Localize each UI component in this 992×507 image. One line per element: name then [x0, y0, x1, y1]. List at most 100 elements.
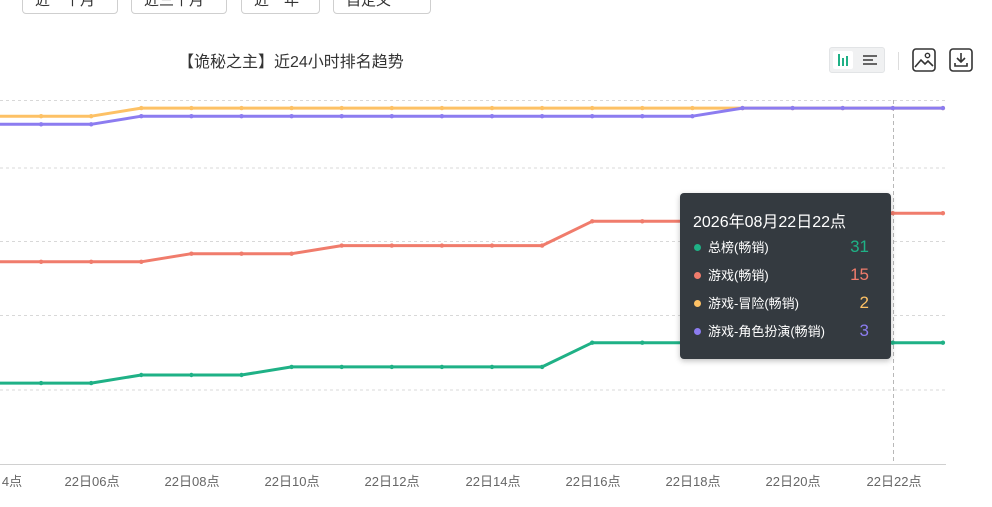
x-tick-label: 22日06点 [65, 474, 120, 489]
series-point [640, 340, 645, 345]
toolbar-divider [898, 52, 899, 70]
series-point [539, 114, 545, 119]
chart-title: 【诡秘之主】近24小时排名趋势 [178, 54, 404, 71]
x-tick-label: 22日22点 [867, 474, 922, 489]
range-button-custom[interactable]: 自定义 [333, 0, 431, 14]
series-point [89, 380, 94, 386]
series-point [89, 259, 94, 264]
legend-dot-icon [694, 272, 701, 279]
tooltip-series-name: 游戏(畅销) [708, 268, 769, 283]
series-point [640, 105, 645, 111]
download-icon[interactable] [948, 47, 974, 73]
series-point [289, 364, 294, 370]
series-point [389, 364, 394, 370]
series-point [389, 243, 394, 248]
series-point [189, 114, 194, 119]
series-point [189, 105, 194, 111]
series-point [289, 114, 294, 119]
series-point [590, 219, 595, 224]
series-point [790, 105, 795, 111]
range-button-month[interactable]: 近一个月 [22, 0, 118, 14]
x-tick-label: 22日08点 [165, 474, 220, 489]
series-point [389, 105, 394, 111]
tooltip-series-name: 总榜(畅销) [708, 240, 769, 255]
tooltip-series-name: 游戏-冒险(畅销) [708, 296, 799, 311]
tooltip-row: 游戏-冒险(畅销) 2 [693, 293, 881, 314]
x-tick-label: 22日12点 [365, 474, 420, 489]
series-point [690, 114, 695, 119]
series-point [489, 364, 495, 370]
series-point [239, 105, 244, 111]
x-tick-label: 22日20点 [766, 474, 821, 489]
series-point [890, 105, 895, 111]
tooltip-row: 总榜(畅销) 31 [693, 237, 881, 258]
series-point [289, 105, 294, 111]
series-point [139, 372, 144, 378]
series-point [539, 364, 545, 370]
series-point [139, 114, 144, 119]
series-point [539, 105, 545, 111]
series-point [239, 114, 244, 119]
series-point [189, 251, 194, 256]
series-point [439, 243, 445, 248]
series-point [489, 105, 495, 111]
series-point [940, 340, 946, 345]
series-point [690, 105, 695, 111]
series-point [640, 219, 645, 224]
tooltip-row: 游戏-角色扮演(畅销) 3 [693, 321, 881, 342]
image-icon[interactable] [911, 47, 937, 73]
series-point [339, 114, 344, 119]
legend-dot-icon [694, 244, 701, 251]
tooltip-series-value: 31 [850, 237, 869, 256]
tooltip-row: 游戏(畅销) 15 [693, 265, 881, 286]
series-point [239, 372, 244, 378]
series-point [89, 122, 94, 127]
legend-dot-icon [694, 328, 701, 335]
series-point [590, 114, 595, 119]
chart-type-toggle[interactable] [829, 47, 885, 73]
x-tick-label: 4点 [2, 474, 22, 489]
series-point [389, 114, 394, 119]
x-tick-label: 22日16点 [566, 474, 621, 489]
series-point [590, 340, 595, 345]
tooltip-title: 2026年08月22日22点 [693, 214, 846, 231]
series-point [640, 114, 645, 119]
series-point [890, 340, 895, 345]
series-point [139, 105, 144, 111]
tooltip-series-name: 游戏-角色扮演(畅销) [708, 324, 825, 339]
series-point [740, 105, 745, 111]
series-point [439, 364, 445, 370]
series-point [38, 259, 44, 264]
series-point [239, 251, 244, 256]
series-point [940, 211, 946, 216]
x-tick-label: 22日14点 [466, 474, 521, 489]
series-point [439, 105, 445, 111]
legend-dot-icon [694, 300, 701, 307]
range-button-year[interactable]: 近一年 [241, 0, 320, 14]
bar-chart-icon[interactable] [833, 51, 853, 69]
list-icon[interactable] [860, 51, 880, 69]
x-tick-label: 22日18点 [666, 474, 721, 489]
range-button-three-months[interactable]: 近三个月 [131, 0, 227, 14]
series-point [489, 114, 495, 119]
series-point [590, 105, 595, 111]
series-point [840, 105, 845, 111]
series-point [489, 243, 495, 248]
tooltip-series-value: 2 [859, 293, 869, 312]
series-point [289, 251, 294, 256]
chart-tooltip: 2026年08月22日22点 总榜(畅销) 31 游戏(畅销) 15 游戏-冒险… [680, 193, 891, 359]
series-point [339, 105, 344, 111]
series-line [0, 106, 943, 126]
series-point [89, 114, 94, 119]
x-tick-label: 22日10点 [265, 474, 320, 489]
tooltip-series-value: 15 [850, 265, 869, 284]
series-point [890, 211, 895, 216]
series-point [940, 105, 946, 111]
series-point [339, 243, 344, 248]
series-point [38, 380, 44, 386]
series-point [189, 372, 194, 378]
series-point [38, 122, 44, 127]
series-point [339, 364, 344, 370]
series-point [139, 259, 144, 264]
